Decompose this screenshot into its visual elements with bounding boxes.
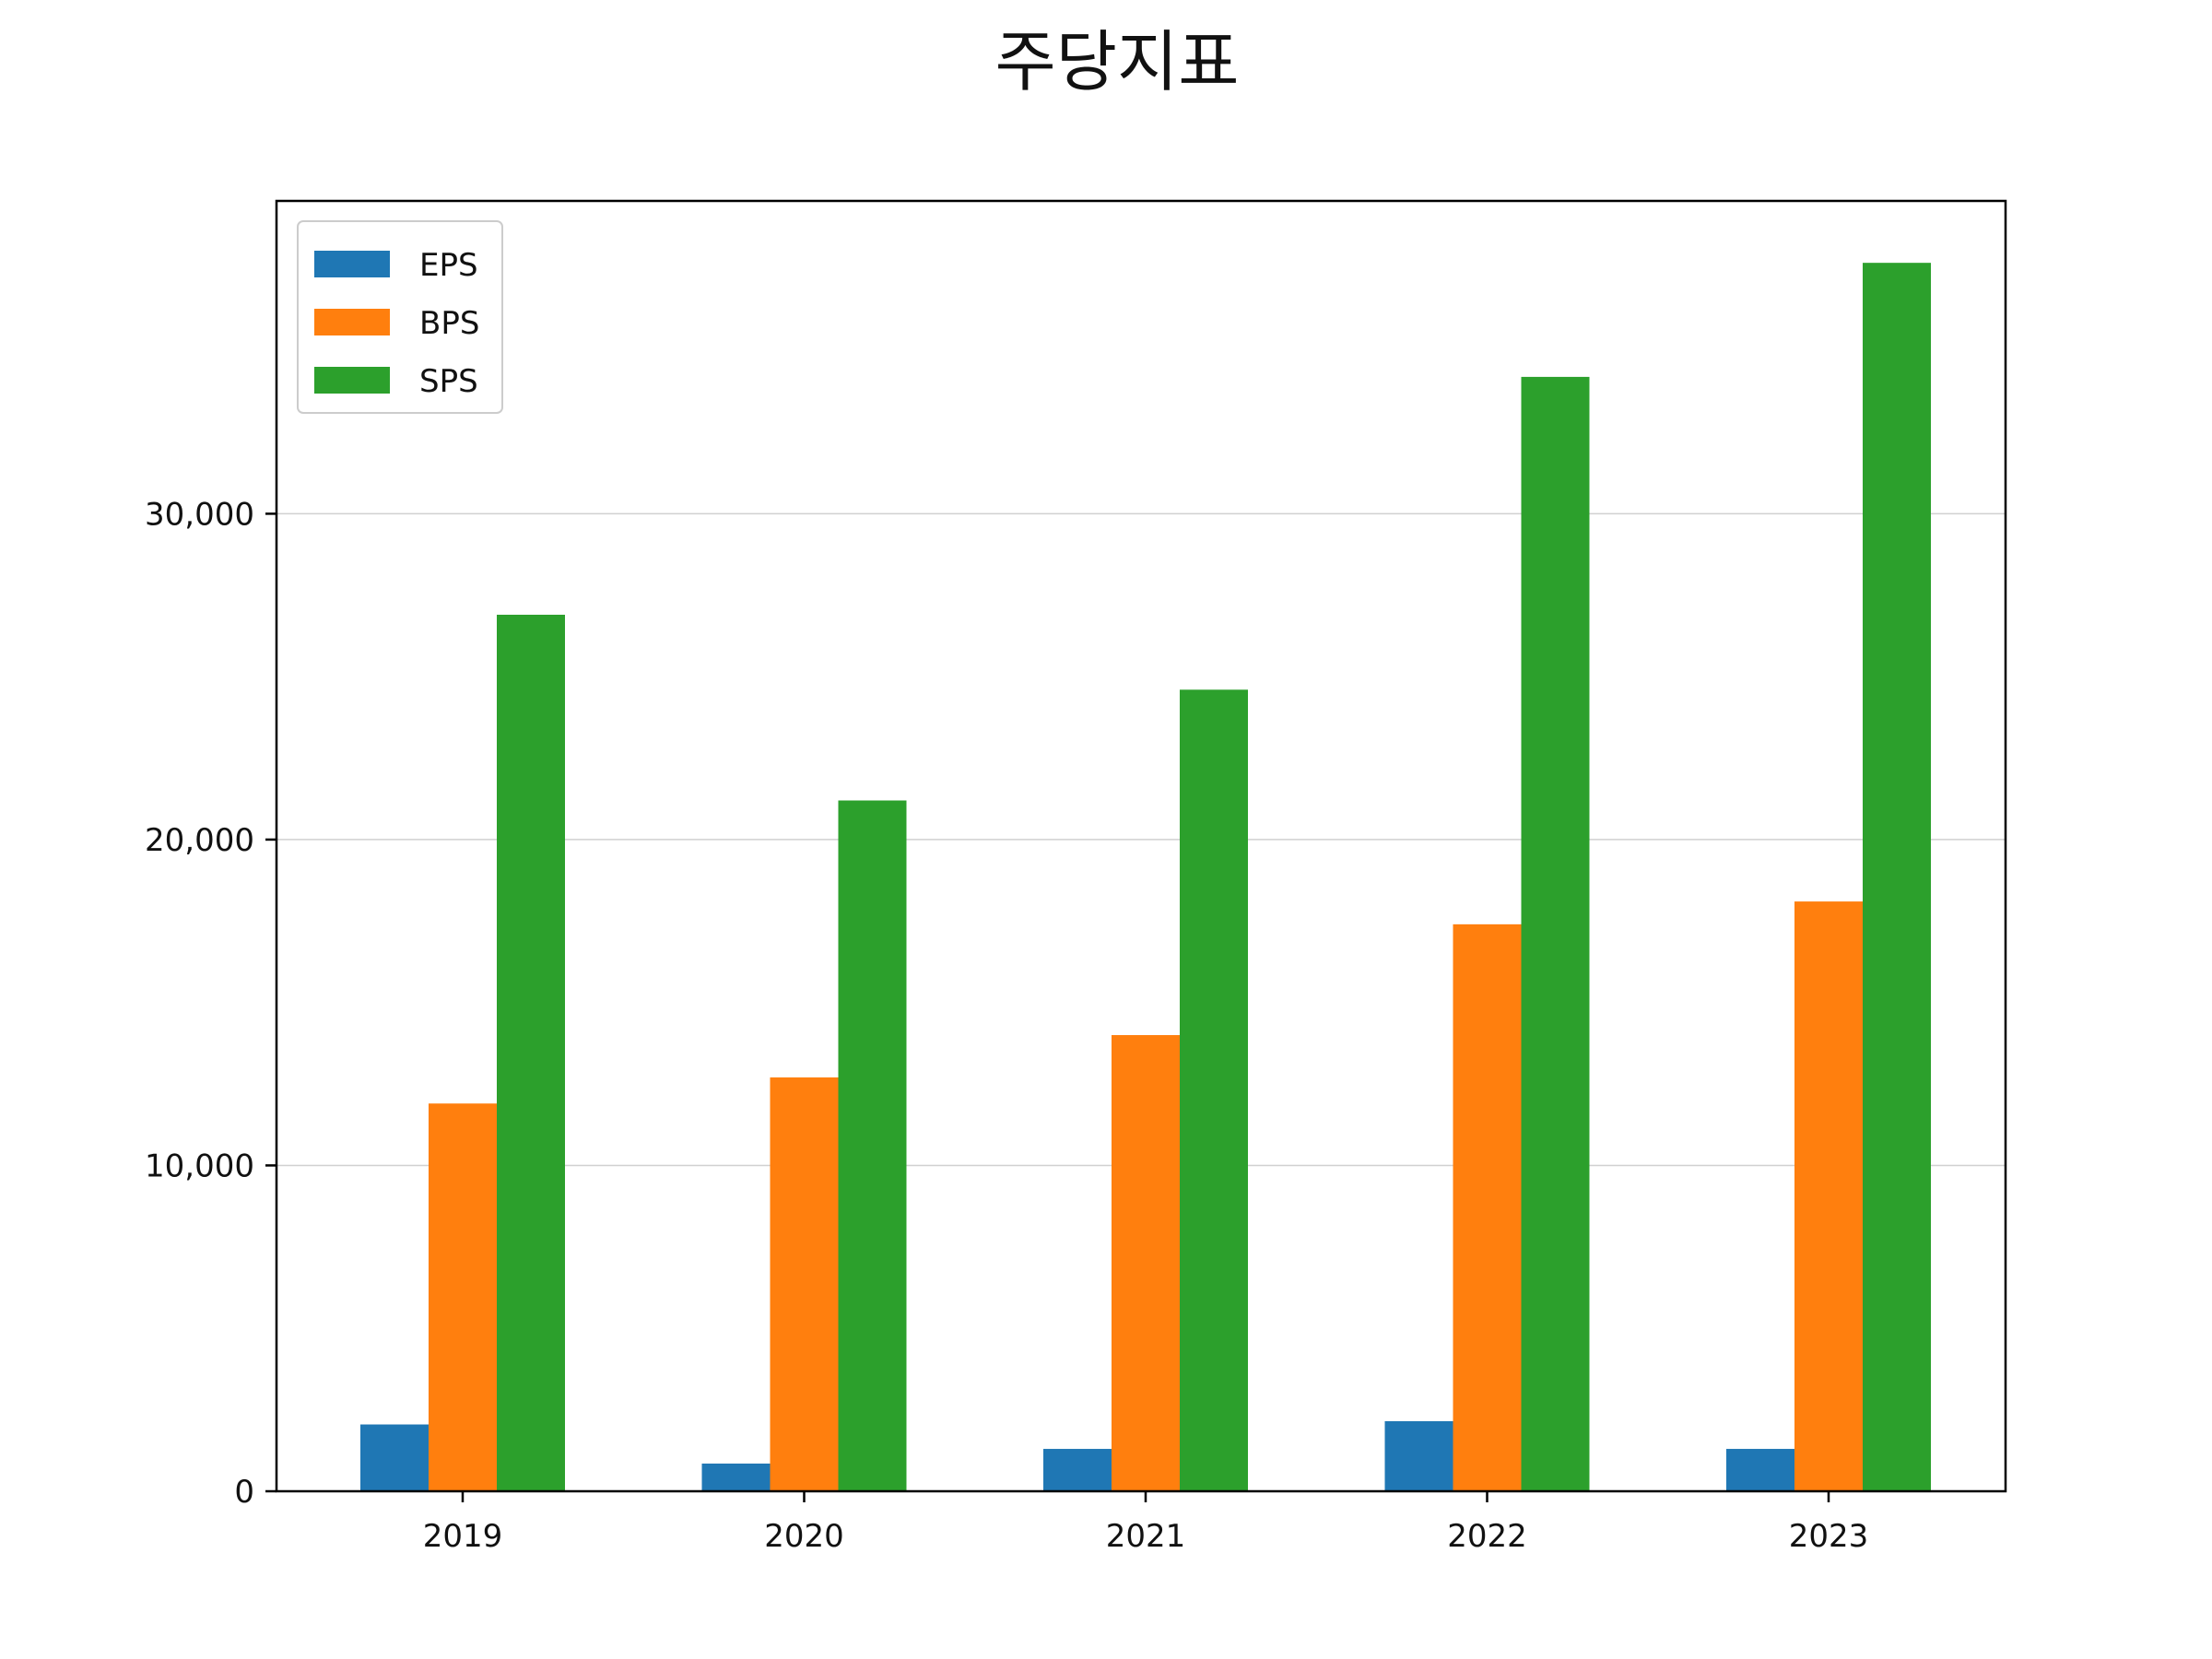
legend-swatch-sps xyxy=(314,367,390,394)
bar-bps-2020 xyxy=(770,1077,839,1491)
x-tick-label-2022: 2022 xyxy=(1447,1518,1527,1555)
legend-label-eps: EPS xyxy=(419,247,478,284)
bar-bps-2023 xyxy=(1794,901,1863,1491)
y-tick-label-2: 20,000 xyxy=(145,822,254,859)
y-tick-label-1: 10,000 xyxy=(145,1147,254,1184)
bar-sps-2019 xyxy=(497,614,565,1491)
x-tick-label-2021: 2021 xyxy=(1106,1518,1186,1555)
bar-eps-2020 xyxy=(701,1463,771,1491)
x-tick-label-2023: 2023 xyxy=(1789,1518,1869,1555)
bar-sps-2020 xyxy=(838,800,907,1491)
legend-swatch-eps xyxy=(314,251,390,277)
bar-bps-2022 xyxy=(1453,924,1522,1491)
x-tick-label-2019: 2019 xyxy=(423,1518,503,1555)
legend-label-bps: BPS xyxy=(419,305,479,342)
bar-sps-2023 xyxy=(1863,263,1931,1491)
bar-eps-2022 xyxy=(1384,1420,1453,1491)
bar-eps-2021 xyxy=(1043,1449,1112,1491)
y-tick-label-0: 0 xyxy=(234,1474,254,1511)
legend-swatch-bps xyxy=(314,309,390,335)
bar-eps-2019 xyxy=(360,1424,429,1491)
bar-bps-2019 xyxy=(429,1103,497,1491)
bar-sps-2022 xyxy=(1521,376,1590,1492)
bars-group xyxy=(360,263,1931,1492)
chart-title: 주당지표 xyxy=(995,23,1240,100)
axes-group: 0 10,000 20,000 30,000 2019 2020 2021 2022 2023 xyxy=(145,496,1868,1555)
bar-eps-2023 xyxy=(1726,1449,1794,1491)
bar-sps-2021 xyxy=(1180,689,1248,1491)
legend: EPS BPS SPS xyxy=(297,220,503,414)
plot-frame xyxy=(275,199,2007,1493)
y-tick-label-3: 30,000 xyxy=(145,496,254,533)
x-tick-label-2020: 2020 xyxy=(764,1518,844,1555)
bar-bps-2021 xyxy=(1112,1035,1180,1491)
legend-label-sps: SPS xyxy=(419,363,478,400)
